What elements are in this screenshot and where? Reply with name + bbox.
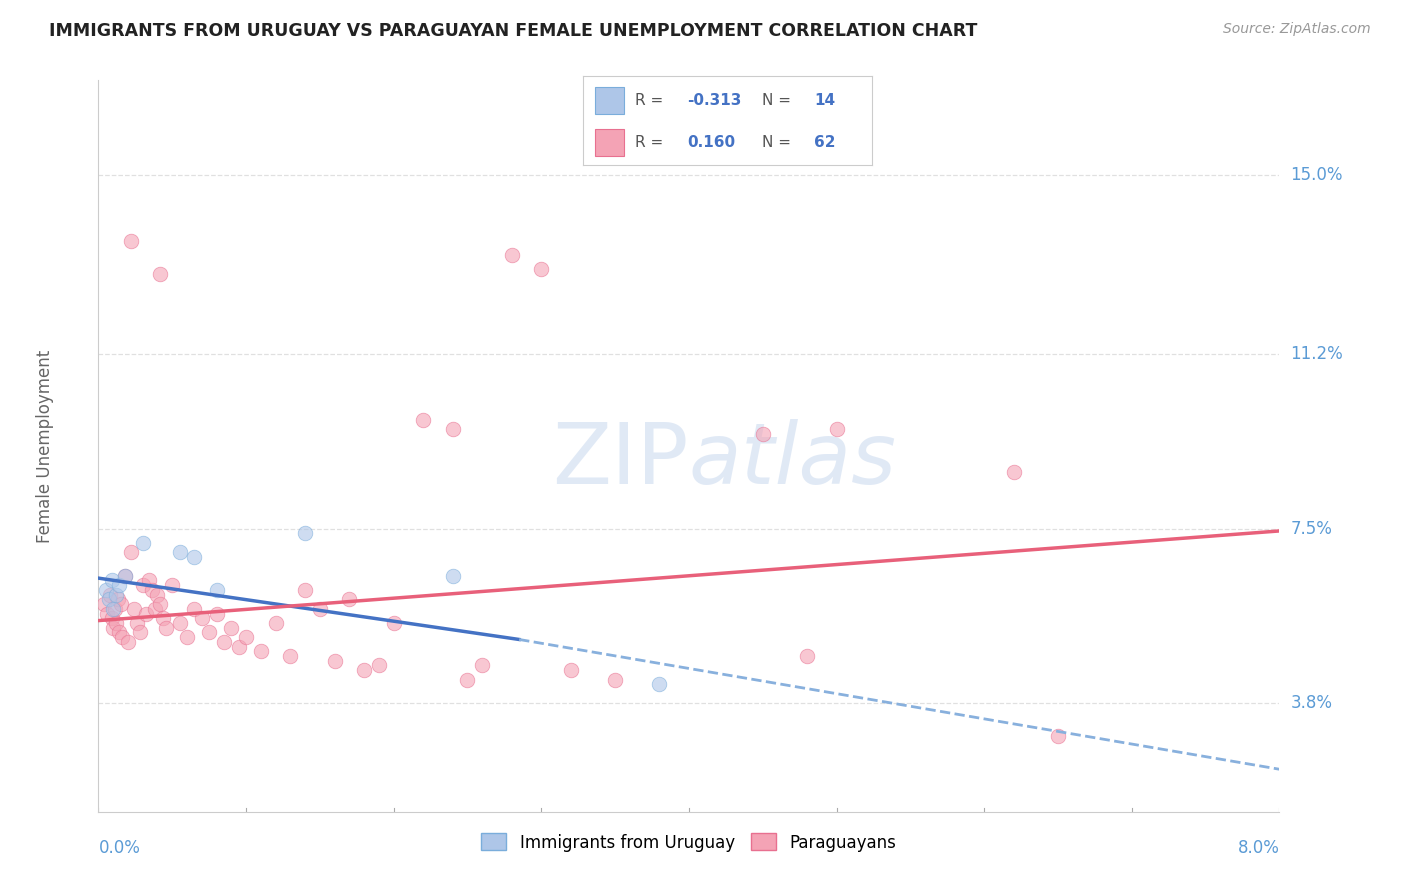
Point [103,621,125,635]
Point [117,635,139,649]
Point [250,644,273,658]
Point [212,635,235,649]
Text: 11.2%: 11.2% [1291,345,1343,363]
Point [183,602,205,616]
Text: Source: ZipAtlas.com: Source: ZipAtlas.com [1223,22,1371,37]
Point [183,549,205,564]
Point [155,621,177,635]
Text: 15.0%: 15.0% [1291,166,1343,184]
Point [128,625,150,640]
Point [152,611,174,625]
Text: R =: R = [636,136,664,150]
Point [141,582,163,597]
Point [120,545,142,559]
Point [105,615,128,630]
Point [368,658,391,673]
Point [323,654,346,668]
Point [1002,465,1025,479]
Point [94,582,117,597]
Point [125,615,148,630]
Point [457,673,479,687]
Text: N =: N = [762,136,792,150]
Point [111,630,134,644]
Point [132,578,155,592]
Text: ZIP: ZIP [553,419,689,502]
Point [138,574,160,588]
Text: 7.5%: 7.5% [1291,519,1333,538]
Point [96,607,118,621]
Text: 0.160: 0.160 [688,136,735,150]
Legend: Immigrants from Uruguay, Paraguayans: Immigrants from Uruguay, Paraguayans [475,827,903,858]
Point [501,248,523,262]
Text: -0.313: -0.313 [688,94,741,108]
Point [103,602,125,616]
Point [353,663,375,677]
Point [605,673,627,687]
Point [752,427,775,442]
Point [93,597,115,611]
Point [146,588,169,602]
Point [110,597,132,611]
Text: 3.8%: 3.8% [1291,694,1333,712]
Point [530,262,553,277]
Point [104,602,127,616]
Point [441,422,464,436]
Point [122,602,145,616]
Point [169,615,191,630]
Point [1046,729,1070,743]
Point [221,621,243,635]
Point [108,578,131,592]
Point [309,602,332,616]
Text: 14: 14 [814,94,835,108]
Point [149,267,172,281]
Point [339,592,361,607]
Point [162,578,183,592]
Text: 0.0%: 0.0% [98,839,141,857]
Point [108,625,131,640]
Point [441,568,464,582]
Point [98,588,121,602]
Point [382,615,405,630]
Point [149,597,172,611]
Point [135,607,157,621]
Point [235,630,257,644]
Point [796,648,818,663]
Text: 8.0%: 8.0% [1237,839,1279,857]
Point [169,545,191,559]
Point [205,582,228,597]
Point [471,658,494,673]
Text: 62: 62 [814,136,835,150]
Point [825,422,848,436]
Point [114,568,136,582]
Point [280,648,302,663]
Point [143,602,166,616]
Point [97,592,120,607]
Point [560,663,582,677]
Text: R =: R = [636,94,664,108]
Point [294,526,316,541]
Point [205,607,228,621]
Text: N =: N = [762,94,792,108]
Text: IMMIGRANTS FROM URUGUAY VS PARAGUAYAN FEMALE UNEMPLOYMENT CORRELATION CHART: IMMIGRANTS FROM URUGUAY VS PARAGUAYAN FE… [49,22,977,40]
Point [198,625,221,640]
Point [132,535,155,549]
Point [100,574,122,588]
Point [412,413,434,427]
Point [648,677,671,691]
Text: Female Unemployment: Female Unemployment [37,350,55,542]
FancyBboxPatch shape [595,129,624,156]
Point [264,615,287,630]
Point [100,611,122,625]
Point [176,630,198,644]
Point [228,640,250,654]
FancyBboxPatch shape [595,87,624,114]
Point [107,592,129,607]
Point [114,568,136,582]
Point [105,588,128,602]
Point [120,234,142,248]
Point [191,611,214,625]
Text: atlas: atlas [689,419,897,502]
Point [294,582,316,597]
